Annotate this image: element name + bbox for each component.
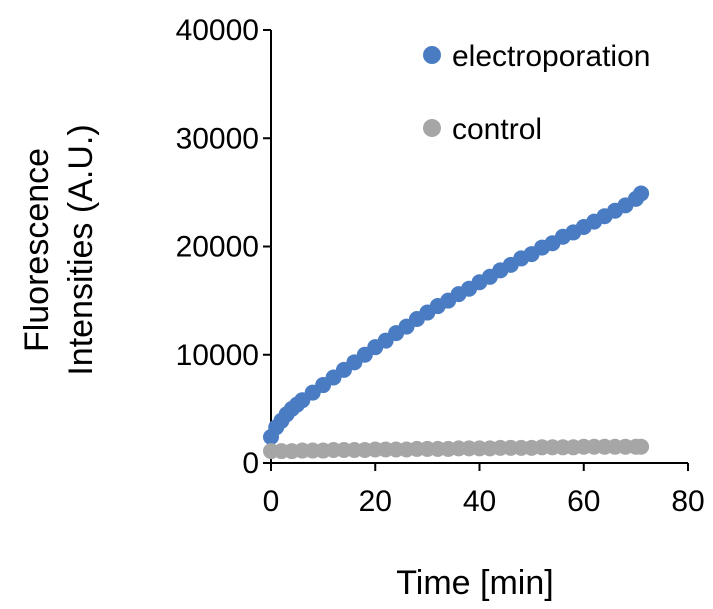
x-tick-label: 40 [463,485,496,518]
axes: 0 10000 20000 30000 40000 0 20 40 60 80 [176,14,705,518]
series-electroporation [263,185,650,446]
series-control [263,438,650,460]
x-tick-label: 20 [359,485,392,518]
y-tick-label: 20000 [176,231,259,264]
x-tick-label: 0 [263,485,280,518]
y-tick-label: 10000 [176,339,259,372]
x-tick-label: 60 [567,485,600,518]
y-axis-title-line-1: Fluorescence [18,148,56,352]
control-point [633,438,650,455]
legend-marker-electroporation [423,46,441,64]
legend-label-control: control [452,113,542,146]
legend: electroporation control [423,40,650,146]
y-tick-label: 30000 [176,122,259,155]
x-tick-label: 80 [671,485,704,518]
electroporation-point [633,185,650,202]
x-axis-title: Time [min] [396,564,553,602]
legend-label-electroporation: electroporation [452,40,650,73]
legend-marker-control [423,119,441,137]
y-tick-label: 0 [242,447,259,480]
series-layer [263,185,650,460]
y-axis-title-line-2: Intensities (A.U.) [62,124,100,375]
y-tick-label: 40000 [176,14,259,47]
